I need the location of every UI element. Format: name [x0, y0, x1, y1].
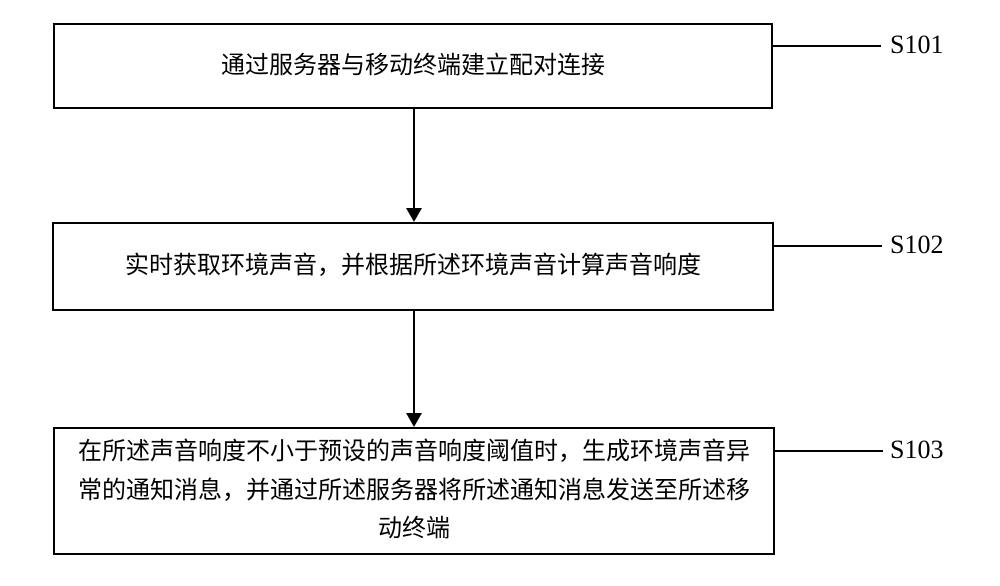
step-label-s101: S101 [890, 30, 943, 60]
arrow-line-2 [413, 311, 415, 413]
flowchart-node-s103: 在所述声音响度不小于预设的声音响度阈值时，生成环境声音异常的通知消息，并通过所述… [53, 427, 775, 555]
flowchart-node-s102: 实时获取环境声音，并根据所述环境声音计算声音响度 [52, 222, 774, 311]
node-text-s101: 通过服务器与移动终端建立配对连接 [221, 47, 605, 85]
arrow-head-1 [406, 208, 422, 222]
step-label-s102: S102 [890, 230, 943, 260]
flowchart-container: 通过服务器与移动终端建立配对连接 S101 实时获取环境声音，并根据所述环境声音… [0, 0, 1000, 586]
label-connector-s102 [774, 245, 882, 247]
label-connector-s101 [773, 45, 881, 47]
label-connector-s103 [775, 450, 883, 452]
step-label-s103: S103 [890, 435, 943, 465]
arrow-head-2 [406, 413, 422, 427]
flowchart-node-s101: 通过服务器与移动终端建立配对连接 [53, 23, 773, 109]
arrow-line-1 [413, 109, 415, 208]
node-text-s103: 在所述声音响度不小于预设的声音响度阈值时，生成环境声音异常的通知消息，并通过所述… [71, 433, 757, 548]
node-text-s102: 实时获取环境声音，并根据所述环境声音计算声音响度 [125, 247, 701, 285]
